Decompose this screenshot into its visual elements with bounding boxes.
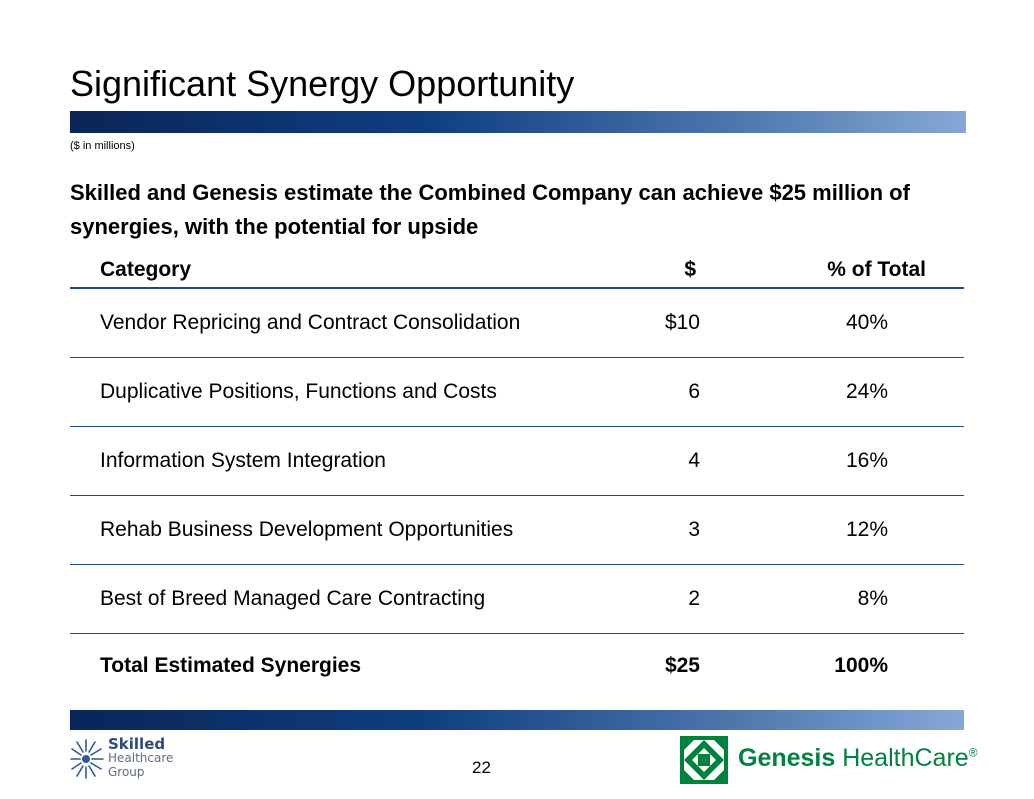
table-row: Information System Integration 4 16% <box>70 427 964 496</box>
row-category: Vendor Repricing and Contract Consolidat… <box>100 311 521 334</box>
table-row: Rehab Business Development Opportunities… <box>70 496 964 565</box>
row-amount: 2 <box>688 587 700 610</box>
row-amount: $10 <box>664 311 700 334</box>
row-category: Best of Breed Managed Care Contracting <box>100 587 486 610</box>
row-percent: 40% <box>845 311 888 334</box>
header-percent: % of Total <box>827 258 926 281</box>
quilt-star-icon <box>680 736 728 784</box>
row-amount: 4 <box>688 449 700 472</box>
row-percent: 16% <box>845 449 888 472</box>
genesis-healthcare-logo: Genesis HealthCare® <box>680 736 978 786</box>
total-amount: $25 <box>664 654 700 677</box>
table-row: Best of Breed Managed Care Contracting 2… <box>70 565 964 634</box>
page-number: 22 <box>472 758 491 777</box>
units-note: ($ in millions) <box>70 140 135 152</box>
total-category: Total Estimated Synergies <box>100 654 362 677</box>
table-total-row: Total Estimated Synergies $25 100% <box>70 634 964 702</box>
row-percent: 8% <box>857 587 888 610</box>
row-percent: 24% <box>845 380 888 403</box>
starburst-icon <box>70 739 104 779</box>
title-gradient-bar <box>70 111 966 133</box>
total-percent: 100% <box>834 654 888 677</box>
slide-title: Significant Synergy Opportunity <box>70 63 575 104</box>
genesis-logo-text: Genesis HealthCare® <box>738 744 978 772</box>
row-percent: 12% <box>845 518 888 541</box>
row-amount: 6 <box>688 380 700 403</box>
header-amount: $ <box>684 258 696 281</box>
table-header-row: Category $ % of Total <box>70 253 964 289</box>
table-row: Vendor Repricing and Contract Consolidat… <box>70 289 964 358</box>
synergy-table: Category $ % of Total Vendor Repricing a… <box>70 253 964 702</box>
headline: Skilled and Genesis estimate the Combine… <box>70 180 910 239</box>
row-amount: 3 <box>688 518 700 541</box>
header-category: Category <box>100 258 192 281</box>
row-category: Duplicative Positions, Functions and Cos… <box>100 380 497 403</box>
table-row: Duplicative Positions, Functions and Cos… <box>70 358 964 427</box>
row-category: Information System Integration <box>100 449 386 472</box>
row-category: Rehab Business Development Opportunities <box>100 518 514 541</box>
skilled-logo-text: Skilled Healthcare Group <box>108 735 174 780</box>
skilled-healthcare-logo: Skilled Healthcare Group <box>70 737 180 789</box>
footer-gradient-bar <box>70 710 964 730</box>
